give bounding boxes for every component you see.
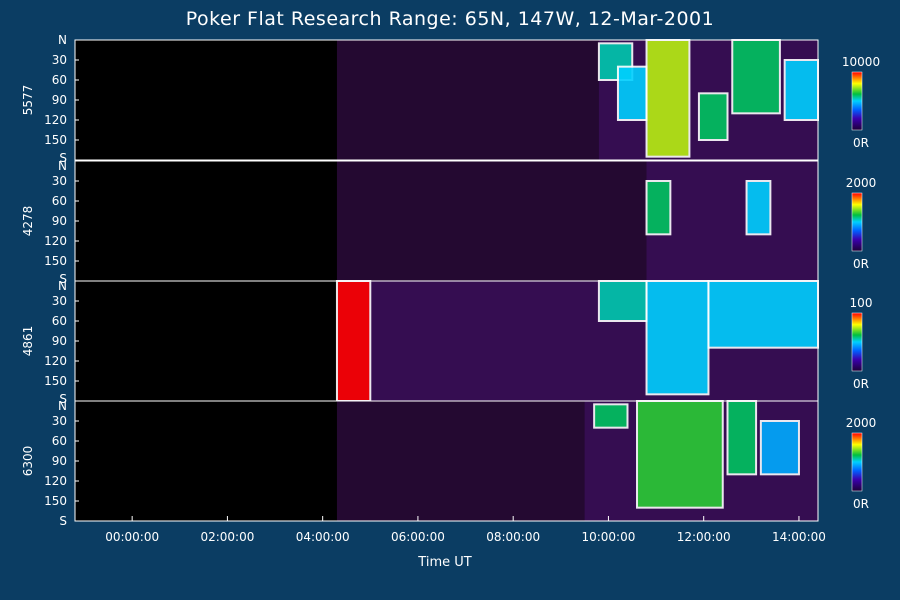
colorbar xyxy=(851,312,863,372)
y-tick-label: S xyxy=(59,392,67,406)
x-tick-label: 14:00:00 xyxy=(772,530,826,544)
emission-region xyxy=(697,92,729,142)
colorbar xyxy=(851,432,863,492)
y-tick-label: 120 xyxy=(44,474,67,488)
emission-region xyxy=(645,180,672,236)
panel-4861: N30 60 90 120 150 S 4861 100 0R xyxy=(21,279,872,406)
emission-region xyxy=(726,400,758,476)
panel-wavelength-label: 6300 xyxy=(21,446,35,477)
colorbar xyxy=(851,192,863,252)
emission-region xyxy=(707,280,820,349)
y-tick-label: 90 xyxy=(52,334,67,348)
y-tick-label: 120 xyxy=(44,113,67,127)
panel-wavelength-label: 5577 xyxy=(21,85,35,116)
colorbar-min-label: 0R xyxy=(853,497,869,511)
panel-4278: N30 60 90 120 150 S 4278 2000 0R xyxy=(21,159,876,286)
colorbar-min-label: 0R xyxy=(853,136,869,150)
colorbar-max-label: 10000 xyxy=(842,55,880,69)
colorbar-max-label: 2000 xyxy=(846,416,877,430)
x-tick-label: 12:00:00 xyxy=(677,530,731,544)
y-tick-label: N xyxy=(58,279,67,293)
x-tick-label: 06:00:00 xyxy=(391,530,445,544)
y-tick-label: 90 xyxy=(52,214,67,228)
panel-6300: N30 60 90 120 150 S 6300 2000 0R xyxy=(21,399,876,528)
colorbar xyxy=(851,71,863,131)
colorbar-min-label: 0R xyxy=(853,257,869,271)
y-tick-label: N xyxy=(58,399,67,413)
x-tick-label: 10:00:00 xyxy=(581,530,635,544)
x-tick-label: 00:00:00 xyxy=(105,530,159,544)
y-tick-label: S xyxy=(59,514,67,528)
y-tick-label: 30 xyxy=(52,53,67,67)
x-tick-label: 02:00:00 xyxy=(200,530,254,544)
chart-title: Poker Flat Research Range: 65N, 147W, 12… xyxy=(185,8,715,30)
y-tick-label: 150 xyxy=(44,133,67,147)
y-tick-label: 90 xyxy=(52,454,67,468)
y-tick-label: N xyxy=(58,33,67,47)
emission-region xyxy=(759,420,800,476)
y-tick-label: 60 xyxy=(52,434,67,448)
y-tick-label: 30 xyxy=(52,174,67,188)
y-tick-label: 120 xyxy=(44,234,67,248)
emission-region xyxy=(645,39,691,158)
panel-wavelength-label: 4861 xyxy=(21,326,35,357)
y-tick-label: 120 xyxy=(44,354,67,368)
colorbar-min-label: 0R xyxy=(853,377,869,391)
active-coverage xyxy=(646,161,818,281)
y-tick-label: S xyxy=(59,272,67,286)
x-axis-label: Time UT xyxy=(418,555,472,570)
y-tick-label: 60 xyxy=(52,314,67,328)
emission-region xyxy=(335,280,372,402)
y-tick-label: 30 xyxy=(52,414,67,428)
emission-region xyxy=(731,39,781,115)
y-tick-label: 150 xyxy=(44,254,67,268)
emission-region xyxy=(597,280,648,322)
x-tick-label: 04:00:00 xyxy=(296,530,350,544)
y-tick-label: 60 xyxy=(52,73,67,87)
panel-wavelength-label: 4278 xyxy=(21,206,35,237)
y-tick-label: 90 xyxy=(52,93,67,107)
emission-region xyxy=(616,65,648,121)
y-tick-label: N xyxy=(58,159,67,173)
colorbar-max-label: 2000 xyxy=(846,176,877,190)
y-tick-label: 30 xyxy=(52,294,67,308)
y-tick-label: 150 xyxy=(44,374,67,388)
x-tick-label: 08:00:00 xyxy=(486,530,540,544)
panel-5577: N 30 60 90 120 150 S 5577 10000 0R xyxy=(21,33,880,165)
y-tick-label: 60 xyxy=(52,194,67,208)
emission-region xyxy=(745,180,772,236)
y-tick-label: S xyxy=(59,151,67,165)
emission-region xyxy=(636,400,724,509)
colorbar-max-label: 100 xyxy=(850,296,873,310)
emission-region xyxy=(593,403,629,429)
y-tick-label: 150 xyxy=(44,494,67,508)
emission-region xyxy=(645,280,710,396)
emission-region xyxy=(783,59,820,121)
